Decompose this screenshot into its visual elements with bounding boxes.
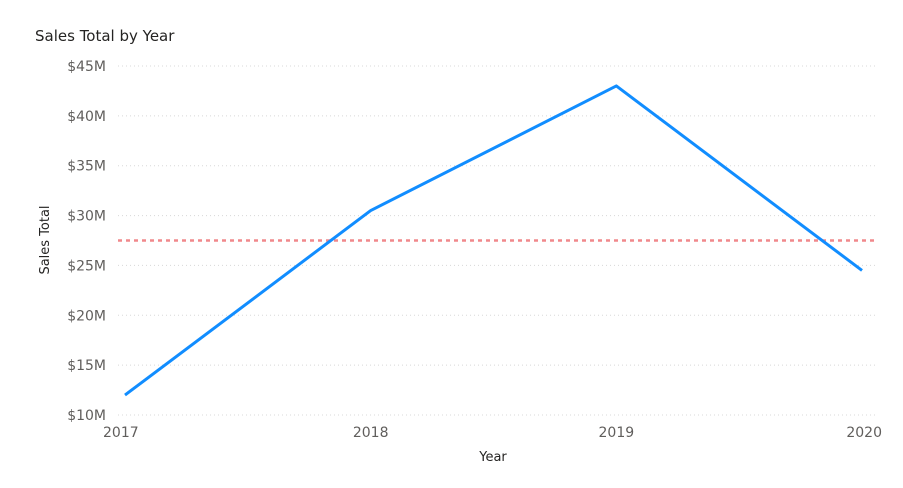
chart-title: Sales Total by Year: [35, 27, 175, 45]
y-tick-label: $40M: [67, 109, 106, 125]
y-axis-title: Sales Total: [38, 205, 53, 274]
y-tick-label: $45M: [67, 59, 106, 75]
x-tick-label: 2020: [846, 425, 882, 441]
x-axis-title: Year: [478, 450, 507, 465]
y-tick-label: $35M: [67, 159, 106, 175]
x-tick-label: 2018: [353, 425, 389, 441]
y-tick-label: $25M: [67, 258, 106, 274]
x-axis-ticks: 2017 2018 2019 2020: [103, 425, 882, 441]
y-tick-label: $10M: [67, 408, 106, 424]
y-tick-label: $20M: [67, 308, 106, 324]
y-tick-label: $30M: [67, 209, 106, 225]
series-line-sales-total: [124, 84, 863, 397]
y-tick-label: $15M: [67, 358, 106, 374]
y-axis-ticks: $10M $15M $20M $25M $30M $35M $40M $45M: [67, 59, 106, 424]
x-tick-label: 2017: [103, 425, 139, 441]
x-tick-label: 2019: [599, 425, 635, 441]
